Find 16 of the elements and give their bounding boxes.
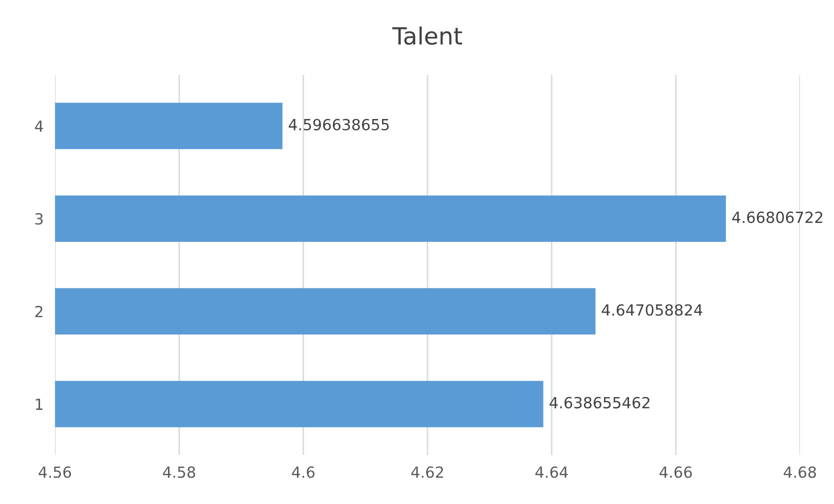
y-tick-label: 3: [35, 213, 43, 225]
x-tick-label: 4.6: [292, 466, 315, 478]
y-tick-label: 2: [35, 306, 42, 318]
data-label: 4.647058824: [602, 304, 702, 316]
x-tick-label: 4.66: [660, 466, 692, 478]
x-tick-label: 4.58: [162, 466, 196, 478]
data-label: 4.638655462: [550, 396, 650, 408]
y-tick-label: 4: [34, 120, 44, 132]
data-label: 4.66806722: [732, 212, 822, 224]
x-tick-label: 4.64: [535, 466, 568, 478]
chart-title: Talent: [392, 26, 462, 45]
x-tick-label: 4.62: [411, 466, 443, 478]
data-label: 4.596638655: [288, 118, 389, 130]
x-tick-label: 4.68: [784, 466, 816, 478]
x-tick-label: 4.56: [38, 466, 72, 478]
y-tick-label: 1: [36, 398, 42, 410]
